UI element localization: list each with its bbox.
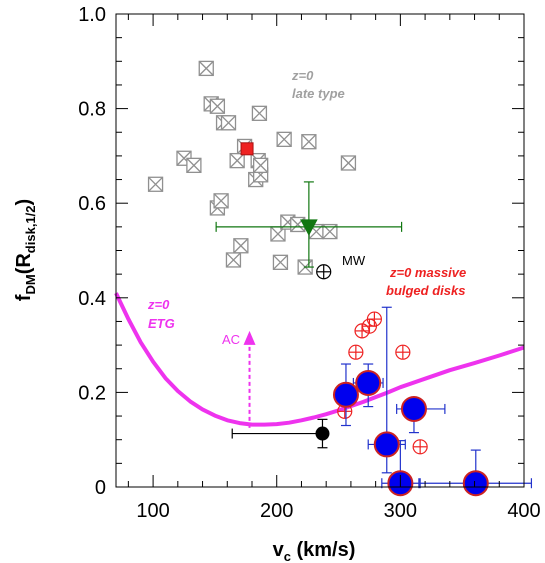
late-type-x2 <box>301 134 317 150</box>
late-type-point <box>198 60 214 77</box>
mw-point <box>316 264 332 280</box>
late-type-x2 <box>233 238 249 254</box>
late-type-point <box>340 155 357 171</box>
late-type-point <box>186 157 202 174</box>
y-axis-label: fDM(Rdisk,1/2) <box>13 199 38 301</box>
green-triangle-point <box>300 219 318 236</box>
y-tick-label: 1.0 <box>78 4 106 26</box>
late-type-point <box>147 176 164 192</box>
late-type-x2 <box>213 193 229 209</box>
late-type-layer <box>147 60 357 275</box>
x-tick-label: 400 <box>507 500 540 522</box>
late-type-x2 <box>253 157 269 173</box>
etg-curve <box>114 292 525 427</box>
late-type-point <box>253 157 269 174</box>
late-type-x2 <box>176 150 192 166</box>
mw-label: MW <box>342 253 366 268</box>
blue-point <box>332 381 359 408</box>
massive-disk-point <box>366 311 382 327</box>
late-type-x2 <box>221 115 236 131</box>
late-type-point <box>276 131 292 147</box>
late-type-point <box>213 193 229 209</box>
y-tick-label: 0 <box>95 477 106 499</box>
massive-disk-point <box>395 344 411 360</box>
x-tick-label: 100 <box>136 500 169 522</box>
late-type-x2 <box>251 105 267 121</box>
etg-curve-layer <box>114 292 525 427</box>
late-type-point <box>229 152 245 169</box>
late-type-x2 <box>225 252 241 268</box>
x-axis-label: vc (km/s) <box>273 539 356 563</box>
late-type-x2 <box>209 98 225 114</box>
late-type-x2 <box>198 60 214 76</box>
late-type-point <box>322 223 338 240</box>
y-tick-label: 0.8 <box>78 99 106 121</box>
late-type-point <box>233 238 249 254</box>
late-type-point <box>251 105 268 121</box>
x-tick-label: 200 <box>260 500 293 522</box>
late-type-label-line1: z=0 <box>291 68 314 83</box>
axes-layer: 100 200 300 400 0 0.2 0.4 0.6 0.8 1.0 <box>78 4 541 522</box>
massive-label-line1: z=0 massive <box>389 265 466 280</box>
late-type-x2 <box>229 153 245 169</box>
massive-disk-point <box>348 344 364 360</box>
y-tick-label: 0.6 <box>78 193 106 215</box>
blue-point <box>400 395 427 422</box>
red-square-point <box>240 142 254 156</box>
ac-label: AC <box>222 332 240 347</box>
late-type-point <box>209 98 226 114</box>
y-tick-label: 0.4 <box>78 288 106 310</box>
blue-point <box>373 431 400 458</box>
black-point <box>315 426 330 441</box>
y-tick-label: 0.2 <box>78 382 106 404</box>
massive-disk-point <box>412 439 428 455</box>
late-type-x2 <box>276 131 292 147</box>
points-layer <box>215 142 533 497</box>
late-type-point <box>301 134 317 150</box>
late-type-x2 <box>340 155 356 171</box>
late-type-x2 <box>186 157 202 173</box>
late-type-point <box>272 254 289 270</box>
late-type-label-line2: late type <box>292 86 345 101</box>
late-type-x2 <box>272 254 288 270</box>
late-type-x2 <box>148 176 164 192</box>
etg-label-line1: z=0 <box>147 297 170 312</box>
massive-label-line2: bulged disks <box>386 283 465 298</box>
etg-label-line2: ETG <box>148 316 175 331</box>
ac-arrow-head <box>243 330 256 345</box>
x-tick-label: 300 <box>384 500 417 522</box>
blue-point <box>355 369 382 396</box>
late-type-point <box>225 252 242 268</box>
blue-point <box>462 470 489 497</box>
late-type-point <box>220 115 237 131</box>
